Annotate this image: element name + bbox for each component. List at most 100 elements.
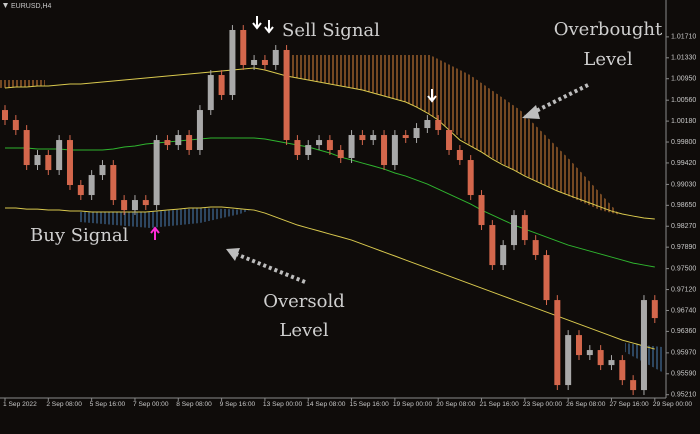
y-tick-label: 0.95210 xyxy=(671,392,696,399)
candle-body xyxy=(2,110,8,121)
candle-body xyxy=(218,75,225,96)
x-tick-label: 21 Sep 16:00 xyxy=(480,401,520,408)
y-tick-label: 1.00950 xyxy=(671,76,696,83)
sell-arrow xyxy=(427,89,437,103)
candle-body xyxy=(630,380,637,391)
candle-body xyxy=(110,165,117,201)
candle-body xyxy=(153,140,160,206)
indicator-line xyxy=(4,67,655,220)
sell-arrow xyxy=(264,20,274,34)
candle-body xyxy=(294,140,301,156)
candle-body xyxy=(651,300,658,319)
candle-body xyxy=(272,49,279,66)
x-tick-label: 2 Sep 08:00 xyxy=(46,401,82,408)
y-tick-label: 1.01330 xyxy=(671,55,696,62)
candle-body xyxy=(229,30,236,96)
candle-body xyxy=(402,135,409,139)
candle-body xyxy=(56,140,63,171)
x-tick-label: 27 Sep 16:00 xyxy=(609,401,649,408)
candle-body xyxy=(619,360,626,381)
y-tick-label: 0.95970 xyxy=(671,350,696,357)
x-tick-label: 9 Sep 16:00 xyxy=(220,401,256,408)
y-tick-label: 0.99800 xyxy=(671,139,696,146)
x-tick-label: 29 Sep 00:00 xyxy=(653,401,693,408)
candle-body xyxy=(45,155,52,171)
candle-body xyxy=(446,130,453,151)
candle-body xyxy=(251,60,258,66)
candle-body xyxy=(12,120,19,131)
oversold-zone xyxy=(80,208,250,228)
x-tick-label: 14 Sep 08:00 xyxy=(306,401,346,408)
candle-body xyxy=(131,200,138,211)
candle-body xyxy=(337,150,344,159)
candle-body xyxy=(511,215,518,246)
y-tick-label: 0.97890 xyxy=(671,244,696,251)
x-tick-label: 19 Sep 00:00 xyxy=(393,401,433,408)
candle-body xyxy=(565,335,572,386)
axes: 1.01710 1.01330 1.00950 1.00560 1.00180 0.998… xyxy=(3,34,696,408)
y-tick-label: 1.01710 xyxy=(671,34,696,41)
overbought-zone xyxy=(290,55,620,215)
candle-body xyxy=(142,200,149,206)
y-tick-label: 1.00560 xyxy=(671,97,696,104)
y-tick-label: 0.96360 xyxy=(671,328,696,335)
candle-body xyxy=(381,135,388,166)
candle-body xyxy=(348,135,355,159)
x-tick-label: 23 Sep 00:00 xyxy=(523,401,563,408)
candle-body xyxy=(196,110,203,151)
candle-body xyxy=(456,150,463,161)
y-tick-label: 0.98270 xyxy=(671,223,696,230)
x-tick-label: 26 Sep 08:00 xyxy=(566,401,606,408)
y-tick-label: 0.99420 xyxy=(671,160,696,167)
candle-body xyxy=(207,75,214,111)
chart-title: EURUSD,H4 xyxy=(11,3,52,10)
candle-body xyxy=(391,135,398,166)
candle-body xyxy=(640,300,647,391)
candle-body xyxy=(521,215,528,241)
candle-body xyxy=(500,245,507,266)
candle-body xyxy=(424,120,431,129)
candle-body xyxy=(261,60,268,66)
y-tick-label: 0.95590 xyxy=(671,371,696,378)
candle-body xyxy=(77,185,84,196)
candle-body xyxy=(554,300,561,386)
pointer-arrowhead xyxy=(522,105,540,119)
x-tick-label: 1 Sep 2022 xyxy=(3,401,37,408)
y-tick-label: 0.98650 xyxy=(671,202,696,209)
annotation: Overbought xyxy=(554,19,663,40)
candle-body xyxy=(478,195,485,226)
candle-body xyxy=(99,165,106,176)
x-tick-label: 15 Sep 16:00 xyxy=(350,401,390,408)
pointer-arrow xyxy=(235,252,306,284)
pointer-arrow xyxy=(531,83,589,115)
candle-body xyxy=(597,350,604,366)
candle-body xyxy=(34,155,41,166)
candle-body xyxy=(413,128,420,139)
candle-body xyxy=(370,135,377,141)
candle-body xyxy=(489,225,496,266)
y-tick-label: 0.99030 xyxy=(671,181,696,188)
candle-body xyxy=(88,175,95,196)
sell-arrow xyxy=(252,16,262,30)
candle-body xyxy=(23,130,30,166)
sell-arrows xyxy=(252,16,437,103)
pointer-arrowhead xyxy=(226,248,240,261)
x-tick-label: 5 Sep 16:00 xyxy=(90,401,126,408)
candle-body xyxy=(326,140,333,151)
candle-body xyxy=(121,200,128,211)
annotation: Buy Signal xyxy=(30,225,129,246)
buy-arrow xyxy=(150,226,160,240)
candle-body xyxy=(575,335,582,356)
candle-body xyxy=(240,30,247,66)
candle-body xyxy=(283,49,290,141)
x-tick-label: 13 Sep 00:00 xyxy=(263,401,303,408)
candle-body xyxy=(305,145,312,156)
candle-body xyxy=(608,360,615,366)
candle-body xyxy=(543,255,550,301)
candle-body xyxy=(586,350,593,356)
y-tick-label: 0.97500 xyxy=(671,265,696,272)
annotation: Level xyxy=(279,320,328,341)
candle-body xyxy=(435,120,442,131)
